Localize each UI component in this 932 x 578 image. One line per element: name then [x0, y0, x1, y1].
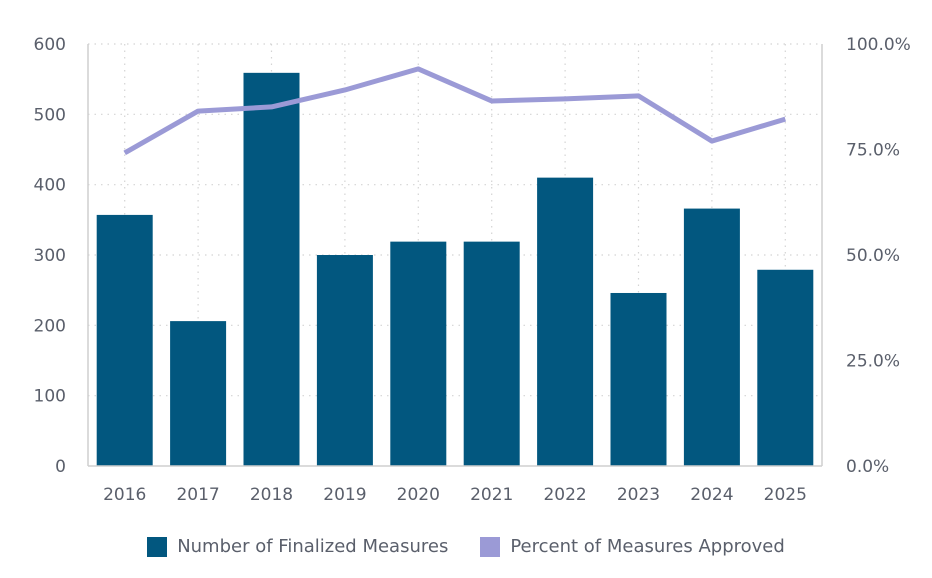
left-tick-label: 200 [34, 316, 66, 336]
x-tick-label: 2022 [543, 485, 586, 505]
left-tick-label: 500 [34, 105, 66, 125]
bar-2025 [757, 269, 814, 466]
x-axis-ticks: 2016 2017 2018 2019 2020 2021 2022 2023 2024 2025 [103, 485, 807, 505]
bar-2019 [316, 255, 373, 466]
bar-series [96, 72, 814, 466]
left-tick-label: 100 [34, 387, 66, 407]
x-tick-label: 2025 [764, 485, 807, 505]
x-tick-label: 2017 [176, 485, 219, 505]
left-tick-label: 0 [55, 457, 66, 477]
legend-swatch-bar [147, 536, 168, 557]
legend-item-finalized-measures[interactable]: Number of Finalized Measures [147, 536, 448, 557]
bar-2018 [243, 72, 300, 466]
x-tick-label: 2018 [250, 485, 293, 505]
x-tick-label: 2016 [103, 485, 146, 505]
legend-item-percent-approved[interactable]: Percent of Measures Approved [480, 536, 785, 557]
line-percent-approved [123, 66, 787, 156]
bar-2024 [683, 208, 740, 466]
right-tick-label: 50.0% [846, 246, 900, 266]
bar-2017 [170, 321, 227, 466]
legend-label: Number of Finalized Measures [177, 536, 449, 557]
right-tick-label: 100.0% [846, 35, 911, 55]
legend: Number of Finalized Measures Percent of … [0, 536, 932, 557]
right-tick-label: 0.0% [846, 457, 889, 477]
bar-2021 [463, 241, 520, 466]
legend-swatch-line [480, 536, 501, 557]
legend-label: Percent of Measures Approved [510, 536, 785, 557]
right-tick-label: 25.0% [846, 352, 900, 372]
x-tick-label: 2021 [470, 485, 513, 505]
chart: 0 100 200 300 400 500 600 0.0% 25.0% 50.0% 75.0% 1… [34, 35, 911, 505]
right-tick-label: 75.0% [846, 141, 900, 161]
left-tick-label: 600 [34, 35, 66, 55]
x-tick-label: 2023 [617, 485, 660, 505]
left-axis-ticks: 0 100 200 300 400 500 600 [34, 35, 66, 477]
line-series [123, 66, 787, 156]
x-tick-label: 2024 [690, 485, 733, 505]
x-tick-label: 2019 [323, 485, 366, 505]
left-tick-label: 300 [34, 246, 66, 266]
right-axis-ticks: 0.0% 25.0% 50.0% 75.0% 100.0% [846, 35, 911, 477]
axes [87, 44, 823, 467]
bar-2023 [610, 292, 667, 466]
bar-2016 [96, 214, 153, 466]
x-tick-label: 2020 [397, 485, 440, 505]
bar-2022 [537, 177, 594, 466]
bar-2020 [390, 241, 447, 466]
left-tick-label: 400 [34, 176, 66, 196]
